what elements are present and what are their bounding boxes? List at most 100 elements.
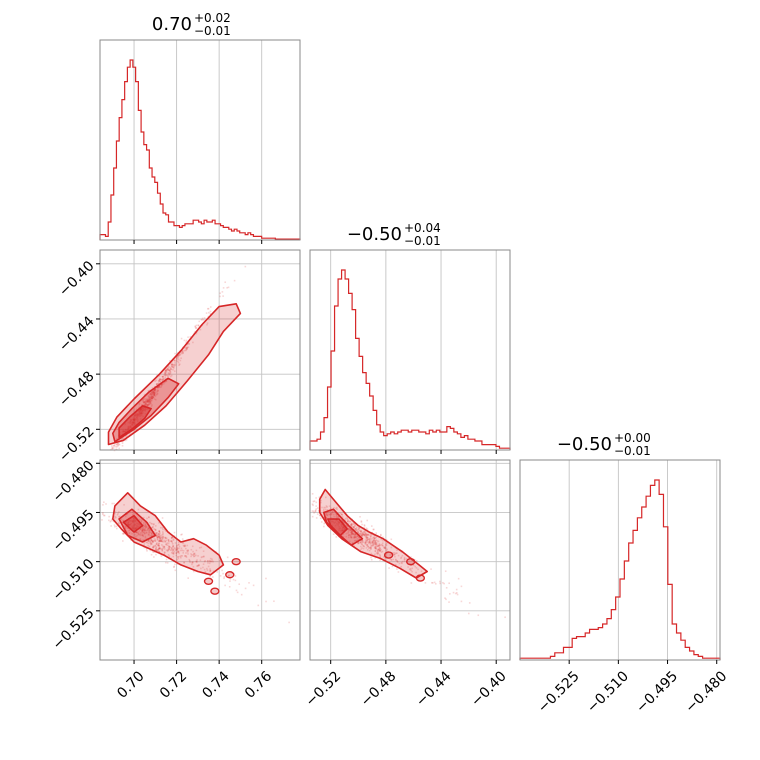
- scatter-point: [123, 533, 125, 535]
- scatter-point: [238, 583, 241, 586]
- scatter-point: [164, 536, 167, 539]
- scatter-point: [364, 542, 367, 544]
- scatter-point: [158, 386, 160, 388]
- scatter-point: [370, 544, 372, 547]
- scatter-point: [216, 571, 219, 573]
- scatter-point: [359, 545, 362, 548]
- scatter-point: [184, 545, 187, 547]
- scatter-point: [157, 538, 159, 541]
- scatter-point: [374, 550, 377, 552]
- scatter-point: [384, 545, 387, 548]
- scatter-point: [156, 391, 158, 393]
- scatter-point: [140, 527, 143, 530]
- scatter-point: [168, 368, 170, 371]
- scatter-point: [173, 363, 175, 366]
- scatter-point: [158, 547, 160, 550]
- scatter-point: [148, 529, 151, 532]
- scatter-point: [343, 521, 345, 524]
- scatter-point: [181, 542, 184, 544]
- scatter-point: [146, 405, 148, 408]
- scatter-point: [159, 378, 162, 381]
- scatter-point: [172, 539, 175, 541]
- scatter-point: [411, 570, 413, 573]
- scatter-point: [370, 538, 373, 540]
- scatter-point: [156, 549, 159, 551]
- scatter-point: [448, 582, 450, 585]
- scatter-point: [383, 547, 386, 549]
- scatter-point: [165, 380, 168, 382]
- scatter-point: [115, 443, 117, 446]
- scatter-point: [136, 531, 138, 533]
- scatter-point: [229, 578, 232, 580]
- scatter-point: [364, 534, 367, 536]
- scatter-point: [158, 544, 160, 547]
- scatter-point: [153, 394, 156, 396]
- scatter-point: [157, 389, 159, 391]
- scatter-point: [155, 549, 158, 552]
- scatter-point: [141, 527, 144, 530]
- scatter-point: [468, 602, 471, 604]
- scatter-point: [376, 553, 379, 555]
- scatter-point: [363, 527, 365, 529]
- scatter-point: [345, 532, 348, 535]
- scatter-point: [176, 356, 178, 358]
- scatter-point: [161, 548, 164, 550]
- scatter-point: [370, 545, 373, 548]
- scatter-point: [117, 512, 119, 515]
- scatter-point: [209, 570, 212, 572]
- scatter-point: [169, 366, 172, 369]
- scatter-point: [185, 339, 188, 342]
- scatter-point: [389, 554, 391, 556]
- scatter-point: [154, 547, 157, 550]
- scatter-point: [164, 380, 166, 383]
- scatter-point: [314, 510, 317, 513]
- scatter-point: [172, 367, 175, 369]
- scatter-point: [146, 400, 149, 402]
- scatter-point: [369, 542, 372, 545]
- scatter-point: [352, 523, 355, 525]
- scatter-point: [390, 538, 393, 541]
- scatter-point: [184, 544, 186, 547]
- scatter-point: [316, 513, 319, 515]
- scatter-point: [365, 533, 368, 536]
- scatter-point: [143, 542, 146, 544]
- scatter-point: [467, 612, 470, 615]
- scatter-point: [154, 388, 156, 390]
- scatter-point: [370, 535, 372, 538]
- scatter-point: [208, 311, 210, 314]
- scatter-point: [369, 546, 372, 549]
- scatter-point: [342, 522, 345, 524]
- scatter-point: [351, 532, 354, 535]
- scatter-point: [162, 528, 164, 531]
- scatter-point: [120, 518, 123, 521]
- scatter-point: [235, 589, 238, 592]
- scatter-point: [108, 515, 110, 518]
- scatter-point: [148, 540, 151, 543]
- scatter-point: [167, 549, 169, 551]
- scatter-point: [265, 577, 267, 580]
- x-tick-label-0-1: 0.72: [157, 668, 190, 701]
- scatter-point: [366, 534, 368, 537]
- scatter-point: [347, 528, 350, 530]
- scatter-point: [382, 536, 384, 539]
- scatter-point: [176, 563, 179, 565]
- scatter-point: [149, 538, 152, 541]
- scatter-point: [114, 445, 117, 448]
- scatter-point: [372, 543, 374, 546]
- scatter-point: [170, 547, 173, 549]
- scatter-point: [183, 545, 186, 547]
- scatter-point: [154, 548, 157, 551]
- scatter-point: [158, 384, 160, 387]
- scatter-point: [196, 559, 198, 561]
- scatter-point: [138, 519, 141, 521]
- scatter-point: [357, 536, 360, 538]
- scatter-point: [143, 546, 146, 549]
- scatter-point: [384, 547, 386, 549]
- scatter-point: [346, 518, 349, 521]
- scatter-point: [176, 358, 178, 360]
- scatter-point: [350, 533, 353, 536]
- scatter-point: [172, 555, 175, 558]
- scatter-point: [143, 532, 146, 535]
- scatter-point: [148, 401, 150, 403]
- scatter-point: [181, 555, 183, 557]
